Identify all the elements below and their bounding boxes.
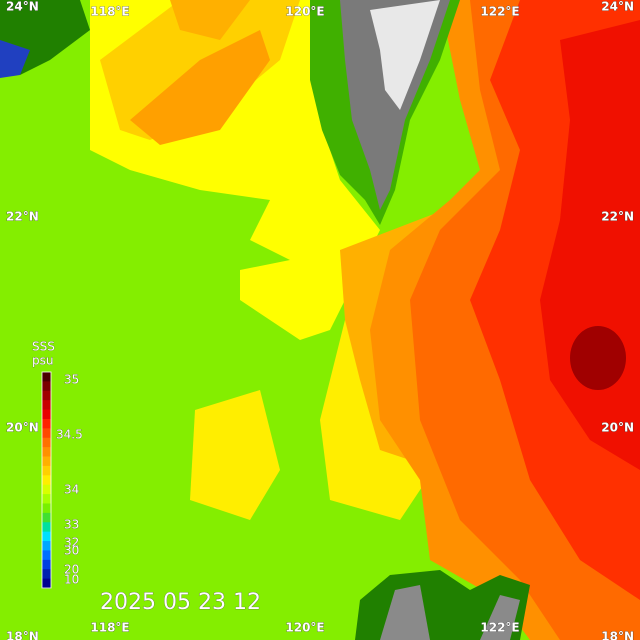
legend-bar bbox=[41, 371, 52, 589]
legend-label: 34.5 bbox=[56, 428, 83, 442]
lat-label: 22°N bbox=[6, 210, 39, 224]
lat-label: 18°N bbox=[6, 630, 39, 640]
legend-swatch bbox=[42, 569, 51, 580]
lat-label: 18°N bbox=[601, 630, 634, 640]
legend-swatch bbox=[42, 531, 51, 542]
legend-label: 10 bbox=[64, 573, 79, 587]
lon-label: 118°E bbox=[90, 5, 129, 19]
legend-swatch bbox=[42, 484, 51, 495]
labels: 118°E 118°E 120°E 120°E 122°E 122°E 24°N 24°N 22… bbox=[6, 0, 635, 640]
legend-swatch bbox=[42, 390, 51, 401]
lon-label: 120°E bbox=[285, 5, 324, 19]
lat-label: 22°N bbox=[601, 210, 634, 224]
land bbox=[0, 0, 530, 640]
legend-swatch bbox=[42, 494, 51, 504]
legend-swatch bbox=[42, 456, 51, 467]
legend-unit: psu bbox=[32, 354, 53, 368]
legend-swatch bbox=[42, 437, 51, 448]
legend-swatch bbox=[42, 418, 51, 429]
legend-swatch bbox=[42, 578, 51, 589]
legend-label: 33 bbox=[64, 518, 79, 532]
lon-label: 122°E bbox=[480, 5, 519, 19]
legend-swatch bbox=[42, 465, 51, 476]
legend-swatch bbox=[42, 541, 51, 551]
lat-label: 24°N bbox=[601, 0, 634, 14]
legend-label: 35 bbox=[64, 373, 79, 387]
legend-label: 30 bbox=[64, 544, 79, 558]
legend-label: 20 bbox=[64, 563, 79, 577]
lon-label: 122°E bbox=[480, 621, 519, 635]
legend-swatch bbox=[42, 550, 51, 561]
legend-swatch bbox=[42, 512, 51, 523]
legend-swatch bbox=[42, 522, 51, 533]
timestamp: 2025 05 23 12 bbox=[100, 590, 261, 615]
lat-label: 20°N bbox=[6, 421, 39, 435]
legend-label: 32 bbox=[64, 536, 79, 550]
lon-label: 120°E bbox=[285, 621, 324, 635]
legend-swatch bbox=[42, 381, 51, 392]
legend-swatch bbox=[42, 372, 51, 382]
legend-label: 34 bbox=[64, 483, 79, 497]
lon-label: 118°E bbox=[90, 621, 129, 635]
legend-swatch bbox=[42, 559, 51, 570]
lat-label: 24°N bbox=[6, 0, 39, 14]
legend-swatch bbox=[42, 400, 51, 411]
legend-swatch bbox=[42, 447, 51, 458]
legend-title: SSS bbox=[32, 340, 55, 354]
legend-swatch bbox=[42, 409, 51, 420]
lat-label: 20°N bbox=[601, 421, 634, 435]
legend-frame bbox=[41, 371, 52, 589]
legend-swatch bbox=[42, 428, 51, 439]
legend-swatch bbox=[42, 503, 51, 514]
legend-swatch bbox=[42, 475, 51, 486]
